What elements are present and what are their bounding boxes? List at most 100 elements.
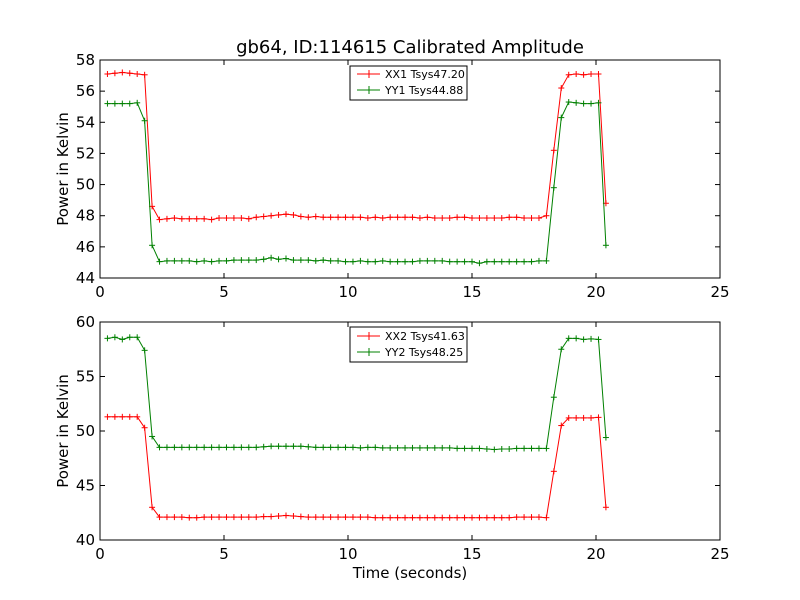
lower-series-0-point-50 [476,514,483,521]
upper-series-1-point-42 [416,257,423,264]
upper-series-1-point-38 [387,258,394,265]
upper-series-1-point-45 [439,257,446,264]
upper-series-1-point-54 [506,258,513,265]
lower-series-1-point-60 [550,394,557,401]
lower-series-0-point-49 [469,514,475,521]
lower-series-0-point-51 [483,514,490,521]
lower-series-1-point-42 [416,444,423,451]
lower-series-0-point-60 [550,468,557,475]
upper-series-1-point-47 [454,258,461,265]
lower-series-0-point-44 [431,514,438,521]
lower-series-0-point-2 [119,413,126,420]
upper-series-1-point-10 [178,257,185,264]
lower-series-0-point-30 [327,514,334,521]
lower-series-0-point-47 [454,514,461,521]
upper-series-0-point-40 [402,214,409,221]
lower-series-1-point-26 [297,443,304,450]
upper-series-0-point-29 [320,214,327,221]
lower-x-tick-label-1: 5 [219,545,229,563]
lower-series-1-point-16 [223,444,230,451]
lower-series-1-point-66 [595,336,602,343]
upper-series-1-point-21 [260,256,267,263]
lower-series-0-point-41 [409,514,416,521]
upper-series-0-point-39 [394,214,401,221]
lower-x-tick-label-3: 15 [462,545,481,563]
lower-series-1-point-1 [111,334,118,341]
lower-y-tick-label-4: 60 [76,313,95,331]
lower-series-1-point-48 [461,445,468,452]
upper-series-1-point-6 [149,242,156,249]
lower-series-0-point-67 [602,504,609,511]
upper-series-0-point-36 [372,214,379,221]
upper-series-0-point-28 [312,213,319,220]
upper-series-0-point-51 [483,215,490,222]
upper-series-1-point-33 [349,258,356,265]
upper-series-1-point-1 [111,100,118,107]
lower-series-0-point-42 [416,514,423,521]
upper-x-tick-label-1: 5 [219,283,229,301]
upper-series-0-point-66 [595,71,602,78]
upper-series-1-point-41 [409,258,416,265]
upper-series-0-point-15 [216,215,223,222]
lower-y-tick-label-1: 45 [76,477,95,495]
upper-series-0-point-1 [111,70,118,77]
lower-series-0-point-24 [283,512,289,519]
upper-series-1-point-27 [305,257,312,264]
lower-series-0-point-36 [372,514,379,521]
upper-series-1-point-60 [550,184,557,191]
upper-series-1-point-34 [357,257,364,264]
lower-series-0-point-63 [573,414,580,421]
lower-y-tick-label-0: 40 [76,531,95,549]
upper-series-1-point-0 [104,100,111,107]
upper-series-0-point-33 [349,214,356,221]
upper-series-0-point-11 [186,215,193,222]
upper-series-1-point-46 [446,258,453,265]
lower-series-0-point-48 [461,514,468,521]
lower-series-1-point-13 [201,444,208,451]
lower-y-tick-label-3: 55 [76,368,95,386]
lower-series-0-point-15 [216,514,223,521]
upper-series-1-point-55 [513,258,520,265]
lower-series-1-point-7 [156,444,163,451]
upper-series-1-point-26 [297,257,304,264]
upper-series-1-point-56 [521,258,528,265]
lower-series-0-point-12 [193,514,200,521]
lower-series-0-point-62 [565,414,572,421]
upper-series-0-point-56 [521,215,528,222]
lower-legend-label-xx2: XX2 Tsys41.63 [385,330,465,343]
upper-series-1-point-49 [469,258,475,265]
upper-plot-frame [99,59,721,279]
upper-series-0-point-53 [498,215,505,222]
lower-series-0-point-45 [439,514,446,521]
upper-legend-label-xx1: XX1 Tsys47.20 [385,68,465,81]
lower-series-1-point-30 [327,444,334,451]
lower-series-0-point-57 [528,514,535,521]
lower-series-1-point-34 [357,444,364,451]
lower-y-tick-label-2: 50 [76,422,95,440]
lower-series-1-point-19 [245,444,252,451]
lower-series-1-point-14 [208,444,215,451]
lower-series-0-point-10 [178,514,185,521]
upper-y-tick-label-0: 44 [76,269,95,287]
lower-series-1-point-8 [163,444,170,451]
upper-series-1-point-18 [238,257,245,264]
lower-series-0-point-11 [186,514,193,521]
upper-series-1-point-4 [134,99,141,106]
upper-series-0-point-37 [379,215,386,222]
lower-series-0-point-16 [223,514,230,521]
upper-series-1-point-30 [327,257,334,264]
lower-series-0-point-31 [335,514,342,521]
lower-series-1-point-54 [506,445,513,452]
upper-series-0-point-5 [141,71,148,78]
lower-series-0-point-25 [290,513,297,520]
lower-series-0-point-18 [238,514,245,521]
upper-series-0-point-30 [327,214,334,221]
upper-series-0-point-26 [297,213,304,220]
lower-series-0-point-3 [126,413,133,420]
x-axis-label: Time (seconds) [352,564,468,582]
upper-y-tick-label-3: 50 [76,176,95,194]
upper-series-1-point-17 [230,257,237,264]
upper-series-0-point-16 [223,215,230,222]
upper-series-1-point-24 [283,255,289,262]
lower-series-0-point-1 [111,413,118,420]
